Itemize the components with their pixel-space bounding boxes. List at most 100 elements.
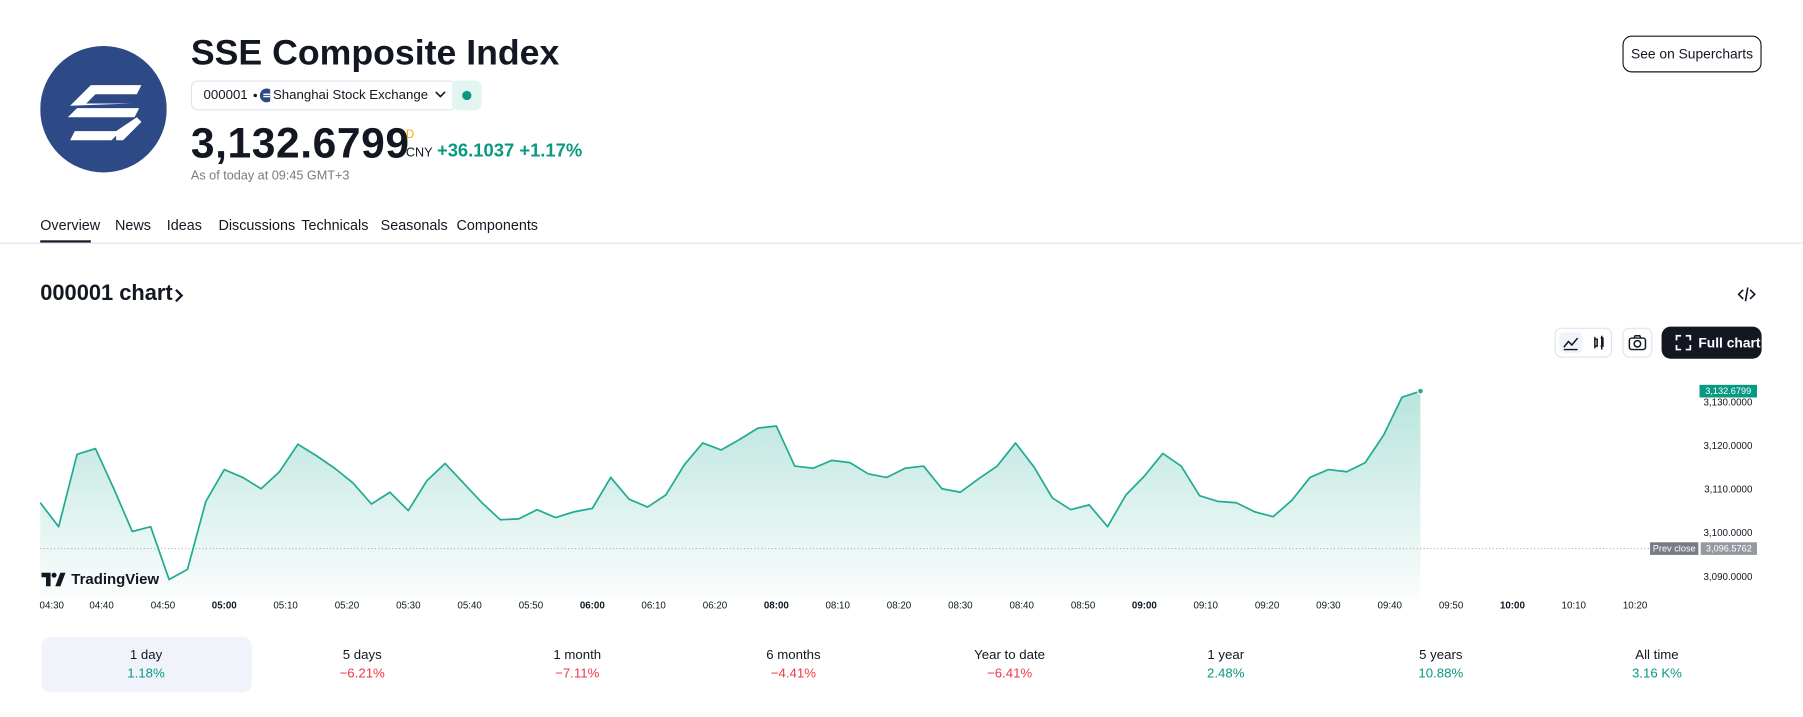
tab[interactable]: Ideas: [166, 217, 202, 234]
period-change: −7.11%: [555, 666, 600, 681]
divider: [0, 242, 1803, 244]
market-status[interactable]: [451, 80, 482, 111]
period-label: 1 month: [553, 648, 602, 663]
period-label: Year to date: [974, 648, 1045, 663]
area-fill: [40, 391, 1421, 600]
period-label: 1 day: [129, 648, 163, 663]
x-tick-label: 06:00: [580, 601, 606, 612]
y-tick-label: 3,090.0000: [1704, 572, 1753, 583]
x-tick-label: 05:30: [396, 601, 421, 612]
embed-icon[interactable]: [1736, 285, 1757, 303]
x-tick-label: 09:20: [1255, 601, 1280, 612]
supercharts-button[interactable]: See on Supercharts: [1622, 35, 1762, 73]
x-tick-label: 10:20: [1623, 601, 1648, 612]
price-change: +36.1037 +1.17%: [437, 141, 582, 162]
full-chart-button[interactable]: Full chart: [1661, 326, 1762, 359]
period-button[interactable]: All time 3.16 K%: [1552, 637, 1762, 692]
prev-close-value-badge: [1700, 542, 1758, 555]
x-tick-label: 08:20: [887, 601, 912, 612]
period-change: 1.18%: [127, 666, 165, 681]
exchange: Shanghai Stock Exchange: [272, 88, 429, 103]
period-button[interactable]: 5 days −6.21%: [257, 637, 467, 692]
period-change: 10.88%: [1418, 666, 1464, 681]
tab[interactable]: Technicals: [301, 217, 369, 234]
x-tick-label: 05:50: [519, 601, 544, 612]
period-button[interactable]: 1 year 2.48%: [1121, 637, 1331, 692]
tab[interactable]: News: [114, 217, 151, 234]
brand-logo: [41, 572, 66, 586]
period-button[interactable]: 5 years 10.88%: [1336, 637, 1546, 692]
separator-dot: [253, 93, 258, 98]
change-pct: +1.17%: [519, 141, 583, 161]
chart-style-icons[interactable]: [1556, 329, 1611, 357]
tab[interactable]: Discussions: [218, 217, 296, 234]
tab[interactable]: Overview: [40, 217, 101, 234]
period-change: 3.16 K%: [1631, 666, 1682, 681]
page-title: SSE Composite Index: [190, 32, 560, 73]
status-dot: [462, 90, 472, 101]
x-tick-label: 09:00: [1132, 601, 1158, 612]
x-tick-label: 09:40: [1378, 601, 1403, 612]
x-tick-label: 08:40: [1009, 601, 1034, 612]
chevron-right: [175, 288, 184, 303]
period-label: 5 days: [342, 648, 382, 663]
price: 3,132.6799: [190, 119, 410, 167]
x-tick-label: 05:20: [335, 601, 360, 612]
as-of: As of today at 09:45 GMT+3: [190, 169, 350, 183]
x-tick-label: 08:10: [825, 601, 850, 612]
prev-close-badge: [1650, 542, 1699, 555]
x-tick-label: 09:30: [1316, 601, 1341, 612]
x-tick-label: 10:00: [1500, 601, 1526, 612]
x-tick-label: 04:50: [151, 601, 176, 612]
period-change: −6.41%: [986, 666, 1033, 681]
period-button[interactable]: 6 months −4.41%: [688, 637, 898, 692]
full-chart-label: Full chart: [1698, 334, 1761, 351]
currency: CNY: [405, 146, 433, 160]
period-button[interactable]: Year to date −6.41%: [904, 637, 1114, 692]
period-change: 2.48%: [1207, 666, 1245, 681]
snapshot-button[interactable]: [1622, 327, 1653, 358]
x-tick-label: 09:10: [1194, 601, 1219, 612]
x-tick-label: 08:50: [1071, 601, 1096, 612]
chart-style-toggle: [1554, 327, 1613, 358]
y-tick-label: 3,100.0000: [1704, 528, 1753, 539]
x-tick-label: 05:40: [457, 601, 482, 612]
x-tick-label: 09:50: [1439, 601, 1464, 612]
x-tick-label: 08:30: [948, 601, 973, 612]
chart: 3,090.0000 3,100.0000 3,110.0000 3,120.0000…: [40, 384, 1758, 612]
period-label: 1 year: [1207, 648, 1245, 663]
price-flag: D: [405, 128, 415, 142]
last-price-badge: [1699, 384, 1758, 398]
last-point: [1416, 387, 1424, 395]
symbol-logo: [40, 45, 167, 173]
y-tick-label: 3,110.0000: [1704, 485, 1753, 496]
period-change: −4.41%: [770, 666, 817, 681]
y-tick-label: 3,120.0000: [1704, 441, 1753, 452]
last-price-label: 3,132.6799: [1705, 386, 1751, 396]
period-label: All time: [1635, 648, 1679, 663]
chart-heading[interactable]: 000001 chart: [40, 281, 173, 306]
brand: TradingView: [41, 570, 160, 588]
prev-close-value: 3,096.5762: [1706, 544, 1752, 554]
period-change: −6.21%: [339, 666, 385, 681]
symbol-selector[interactable]: 000001 Shanghai Stock Exchange: [190, 80, 457, 111]
x-tick-label: 06:20: [703, 601, 728, 612]
x-tick-label: 06:10: [641, 601, 666, 612]
tab[interactable]: Components: [456, 217, 538, 234]
x-tick-label: 04:30: [40, 601, 65, 612]
y-tick-label: 3,130.0000: [1704, 397, 1753, 408]
fullscreen-icon: [1675, 334, 1692, 351]
period-button[interactable]: 1 month −7.11%: [472, 637, 682, 692]
prev-close-text: Prev close: [1653, 544, 1696, 554]
period-button[interactable]: 1 day 1.18%: [40, 637, 252, 693]
tab-underline: [40, 240, 91, 243]
x-tick-label: 08:00: [764, 601, 790, 612]
camera-icon: [1628, 335, 1647, 351]
period-label: 6 months: [766, 648, 821, 663]
tab[interactable]: Seasonals: [380, 217, 448, 234]
x-tick-label: 05:00: [212, 601, 238, 612]
x-tick-label: 04:40: [89, 601, 114, 612]
brand-name: TradingView: [71, 570, 160, 588]
